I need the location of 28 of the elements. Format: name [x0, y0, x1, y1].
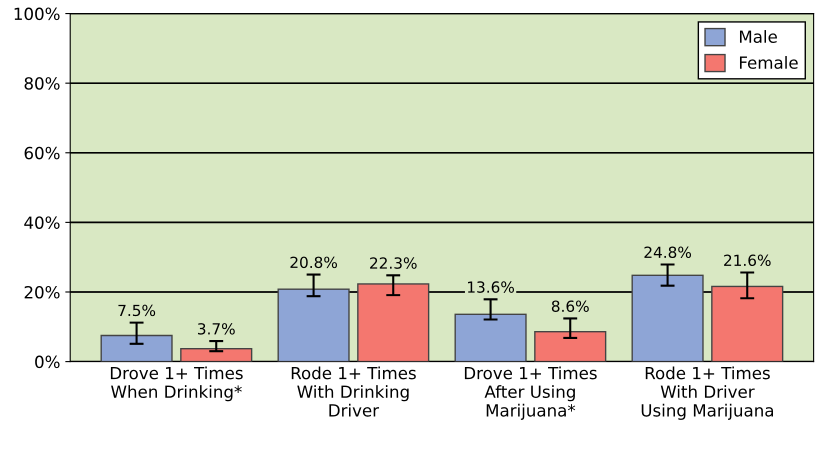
data-label: 22.3% — [370, 257, 417, 269]
legend-label: Male — [740, 30, 777, 43]
bar — [534, 330, 606, 362]
legend-label: Female — [740, 56, 798, 69]
data-label: 7.5% — [118, 304, 156, 316]
data-label: 21.6% — [724, 254, 771, 266]
y-tick-label: 100% — [14, 8, 60, 20]
bar — [357, 283, 430, 362]
bar — [454, 314, 527, 362]
data-label: 3.7% — [198, 323, 235, 335]
bar — [100, 334, 173, 362]
bar — [631, 274, 704, 362]
bar — [180, 348, 252, 362]
data-label: 24.8% — [644, 246, 692, 258]
y-tick-label: 20% — [24, 286, 60, 299]
y-tick-label: 80% — [24, 77, 60, 90]
bar — [277, 288, 350, 362]
y-tick-label: 40% — [24, 216, 60, 229]
bar — [711, 286, 784, 362]
x-tick-label: Drove 1+ Times After Using Marijuana* — [464, 366, 597, 420]
x-tick-label: Rode 1+ Times With Driver Using Marijuana — [642, 366, 774, 420]
x-tick-label: Drove 1+ Times When Drinking* — [110, 366, 243, 402]
data-label: 13.6% — [468, 281, 514, 293]
data-label: 20.8% — [290, 256, 338, 268]
x-tick-label: Rode 1+ Times With Drinking Driver — [292, 366, 416, 417]
y-tick-label: 0% — [35, 356, 60, 368]
data-label: 8.6% — [552, 300, 589, 312]
y-tick-label: 60% — [24, 146, 60, 160]
